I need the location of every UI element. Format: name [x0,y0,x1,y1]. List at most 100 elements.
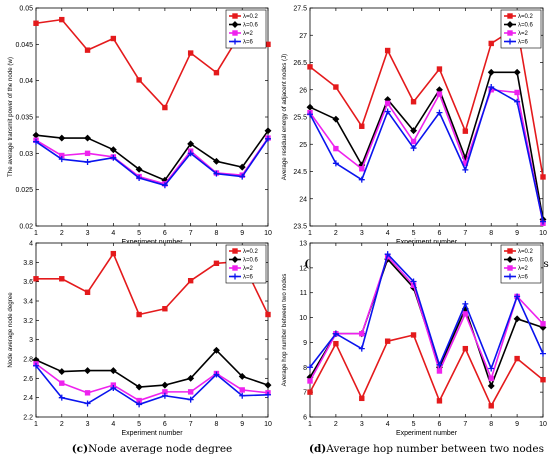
data-point [384,108,391,115]
data-point [110,385,117,391]
x-tick-label: 1 [308,230,312,237]
legend-swatch-marker [506,21,514,28]
data-point [514,89,520,96]
data-point [540,218,546,225]
data-point [488,84,495,91]
legend-swatch-marker [232,30,238,36]
x-tick-label: 6 [163,421,167,428]
x-tick-label: 9 [240,230,244,237]
x-axis-label: Experiment number [396,430,458,437]
x-tick-label: 3 [360,230,364,237]
legend-swatch-marker [231,21,239,28]
data-point [333,340,339,347]
caption-text: Node average node degree [88,443,232,455]
y-tick-label: 6 [303,415,307,422]
data-point [462,166,469,173]
legend-swatch-marker [231,256,239,263]
x-tick-label: 4 [386,230,390,237]
legend-swatch-marker [507,273,513,280]
data-point [384,338,391,344]
data-point [540,377,546,383]
data-point [436,109,443,116]
data-point [488,403,494,409]
chart-panel-1: 1 2 3 4 5 6 7 8 9 10 0.02 0.025 0.03 0.035 0.04 0.045 0.… [7,6,272,271]
data-point [436,368,443,374]
x-axis-label: Experiment number [121,430,183,437]
data-point [265,391,271,398]
legend-entry: λ=0.2 [518,249,534,255]
data-point [514,355,520,362]
y-tick-label: 3 [29,337,33,344]
data-point [488,375,494,382]
data-point [359,166,365,172]
y-tick-label: 2.6 [23,376,33,383]
data-point [333,84,339,90]
legend-entry: λ=0.6 [518,258,534,264]
data-point [136,401,143,408]
x-tick-label: 6 [437,230,441,237]
x-tick-label: 5 [137,421,141,428]
x-tick-label: 1 [34,421,38,428]
x-tick-label: 10 [264,421,272,428]
data-point [84,150,91,157]
data-point [136,175,143,182]
x-tick-label: 5 [412,230,416,237]
series-line-2 [35,349,269,388]
x-tick-label: 4 [111,421,115,428]
data-point [187,140,195,148]
data-point [213,371,220,378]
legend-swatch-marker [507,248,513,254]
legend: λ=0.2 λ=0.6 λ=2 λ=6 [225,244,267,284]
x-tick-label: 2 [334,230,338,237]
legend: λ=0.2 λ=0.6 λ=2 λ=6 [500,9,542,49]
data-point [333,145,339,152]
data-point [265,311,271,318]
data-point [84,367,92,375]
x-tick-label: 8 [214,230,218,237]
data-point [462,128,469,134]
legend-entry: λ=0.2 [243,14,259,20]
y-tick-label: 23.5 [293,224,307,231]
data-point [359,395,365,402]
data-point [162,306,168,312]
x-tick-label: 9 [515,230,519,237]
legend: λ=0.2 λ=0.6 λ=2 λ=6 [500,244,542,284]
y-tick-label: 3.6 [23,279,33,286]
y-tick-label: 13 [299,241,307,248]
data-point [239,387,245,393]
data-point [109,367,117,375]
y-tick-label: 0.05 [19,6,33,13]
x-tick-label: 4 [386,421,390,428]
series-line-1 [35,18,269,109]
data-point [514,98,521,105]
legend-swatch-marker [507,13,513,19]
legend-entry: λ=6 [243,40,254,46]
data-point [213,170,220,177]
data-point [462,300,469,307]
y-tick-label: 2.4 [23,395,33,402]
x-tick-label: 7 [463,230,467,237]
x-tick-label: 10 [539,230,547,237]
legend-swatch-marker [507,30,513,36]
y-axis-label: Average residual energy of adjacent node… [281,54,288,180]
x-tick-label: 6 [163,230,167,237]
data-point [109,146,117,154]
data-point [135,383,143,391]
data-point [540,350,546,357]
y-axis-label: Node average node degree [7,292,14,368]
data-point [187,150,194,157]
x-tick-label: 9 [515,421,519,428]
data-point [84,134,92,142]
data-point [33,138,39,145]
data-point [307,64,313,70]
caption-label: (c) [72,443,88,455]
x-tick-label: 9 [240,421,244,428]
data-point [307,111,313,118]
data-point [110,35,117,42]
data-point [513,68,521,76]
series-line-4 [35,365,269,406]
legend-entry: λ=6 [518,40,529,46]
data-point [33,276,39,282]
data-point [488,40,494,47]
